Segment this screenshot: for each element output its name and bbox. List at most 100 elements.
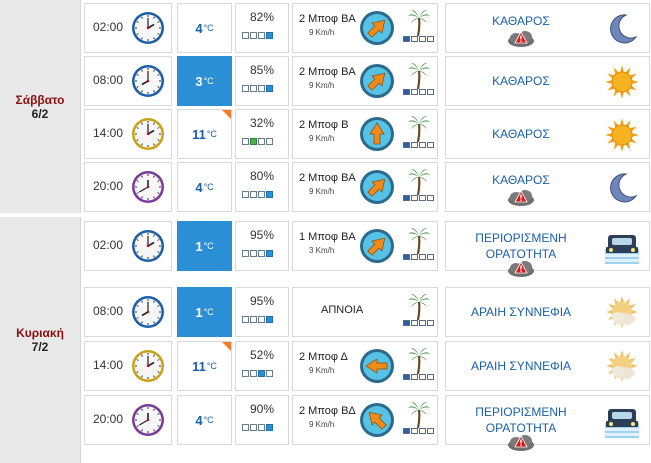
forecast-row: 02:00 1°C 95% 1 Μποφ ΒΑ 3 Km/h	[84, 221, 650, 277]
humidity-scale	[242, 32, 273, 39]
humidity-cell: 32%	[235, 109, 289, 159]
temperature-cell: 4°C	[177, 162, 232, 212]
wind-strength-segment	[419, 374, 426, 380]
humidity-bar-segment	[242, 370, 249, 377]
wind-strength-scale	[403, 89, 434, 95]
wind-strength-segment	[427, 254, 434, 260]
sky-cell: ΠΕΡΙΟΡΙΣΜΕΝΗ ΟΡΑΤΟΤΗΤΑ	[445, 395, 650, 451]
humidity-value: 95%	[249, 228, 275, 242]
humidity-cell: 95%	[235, 221, 289, 271]
clock-icon	[131, 349, 165, 383]
sky-cell: ΚΑΘΑΡΟΣ	[445, 56, 650, 106]
time-cell: 14:00	[84, 341, 172, 391]
day-name: Κυριακή	[16, 326, 64, 340]
forecast-row: 14:00 11°C 52% 2 Μποφ Δ 9 Km/h	[84, 341, 650, 391]
wind-strength-segment	[411, 195, 418, 201]
sky-cell: ΚΑΘΑΡΟΣ	[445, 109, 650, 159]
warning-icon[interactable]	[506, 189, 536, 207]
palm-tree-icon	[407, 167, 431, 196]
wind-strength-segment	[419, 89, 426, 95]
wind-strength-scale	[403, 254, 434, 260]
sky-condition: ΑΡΑΙΗ ΣΥΝΝΕΦΙΑ	[470, 305, 572, 319]
wind-cell: 2 Μποφ ΒΑ 9 Km/h	[292, 3, 438, 53]
humidity-bar-segment	[242, 85, 249, 92]
humidity-bar-segment	[258, 424, 265, 431]
wind-strength-segment	[403, 142, 410, 148]
wind-cell: ΑΠΝΟΙΑ	[292, 287, 438, 337]
humidity-cell: 82%	[235, 3, 289, 53]
temperature-value: 4°C	[195, 179, 214, 195]
sun-icon	[604, 64, 640, 100]
palm-tree-icon	[407, 114, 431, 143]
warning-icon[interactable]	[506, 434, 536, 452]
humidity-scale	[242, 424, 273, 431]
warning-icon[interactable]	[506, 260, 536, 278]
humidity-bar-segment	[266, 138, 273, 145]
humidity-bar-segment	[242, 138, 249, 145]
humidity-bar-segment	[266, 316, 273, 323]
max-temp-marker	[222, 342, 231, 351]
humidity-cell: 80%	[235, 162, 289, 212]
temperature-value: 11°C	[192, 126, 217, 142]
wind-direction-icon	[359, 116, 395, 152]
temperature-cell: 1°C	[177, 221, 232, 271]
time-cell: 02:00	[84, 3, 172, 53]
wind-strength-segment	[427, 374, 434, 380]
clock-icon	[131, 403, 165, 437]
time-label: 20:00	[93, 412, 124, 426]
temperature-cell: 11°C	[177, 109, 232, 159]
humidity-value: 32%	[249, 116, 275, 130]
wind-strength-segment	[419, 36, 426, 42]
wind-cell: 2 Μποφ ΒΑ 9 Km/h	[292, 56, 438, 106]
wind-strength-segment	[411, 36, 418, 42]
time-label: 14:00	[93, 358, 124, 372]
humidity-bar-segment	[250, 370, 257, 377]
wind-strength-segment	[427, 320, 434, 326]
wind-strength-segment	[419, 428, 426, 434]
wind-strength-segment	[403, 89, 410, 95]
wind-strength-segment	[411, 89, 418, 95]
palm-tree-icon	[407, 8, 431, 37]
clock-icon	[131, 170, 165, 204]
humidity-bar-segment	[242, 32, 249, 39]
humidity-value: 82%	[249, 10, 275, 24]
humidity-scale	[242, 370, 273, 377]
humidity-value: 52%	[249, 348, 275, 362]
wind-strength-scale	[403, 36, 434, 42]
humidity-bar-segment	[266, 85, 273, 92]
wind-strength-segment	[411, 374, 418, 380]
humidity-bar-segment	[266, 424, 273, 431]
forecast-row: 02:00 4°C 82% 2 Μποφ ΒΑ 9 Km/h	[84, 3, 650, 53]
humidity-scale	[242, 250, 273, 257]
wind-speed: 9 Km/h	[309, 420, 335, 429]
wind-strength-segment	[403, 36, 410, 42]
time-cell: 08:00	[84, 56, 172, 106]
wind-strength-segment	[403, 428, 410, 434]
day-date: 7/2	[31, 340, 49, 354]
wind-strength-segment	[403, 195, 410, 201]
wind-strength-scale	[403, 142, 434, 148]
wind-beaufort: 2 Μποφ ΒΔ	[299, 405, 356, 417]
wind-beaufort: 2 Μποφ ΒΑ	[299, 66, 356, 78]
warning-icon[interactable]	[506, 30, 536, 48]
temperature-value: 1°C	[195, 238, 214, 254]
wind-direction-icon	[359, 228, 395, 264]
humidity-bar-segment	[258, 250, 265, 257]
sky-cell: ΑΡΑΙΗ ΣΥΝΝΕΦΙΑ	[445, 287, 650, 337]
wind-cell: 2 Μποφ ΒΔ 9 Km/h	[292, 395, 438, 445]
humidity-bar-segment	[258, 370, 265, 377]
wind-cell: 2 Μποφ ΒΑ 9 Km/h	[292, 162, 438, 212]
clock-icon	[131, 229, 165, 263]
humidity-bar-segment	[250, 316, 257, 323]
wind-direction-icon	[359, 169, 395, 205]
temperature-cell: 4°C	[177, 395, 232, 445]
wind-strength-segment	[411, 254, 418, 260]
humidity-scale	[242, 191, 273, 198]
humidity-value: 90%	[249, 402, 275, 416]
wind-strength-scale	[403, 320, 434, 326]
clock-icon	[131, 11, 165, 45]
palm-tree-icon	[407, 292, 431, 321]
wind-speed: 9 Km/h	[309, 187, 335, 196]
sky-condition: ΚΑΘΑΡΟΣ	[492, 14, 550, 28]
wind-strength-segment	[403, 320, 410, 326]
